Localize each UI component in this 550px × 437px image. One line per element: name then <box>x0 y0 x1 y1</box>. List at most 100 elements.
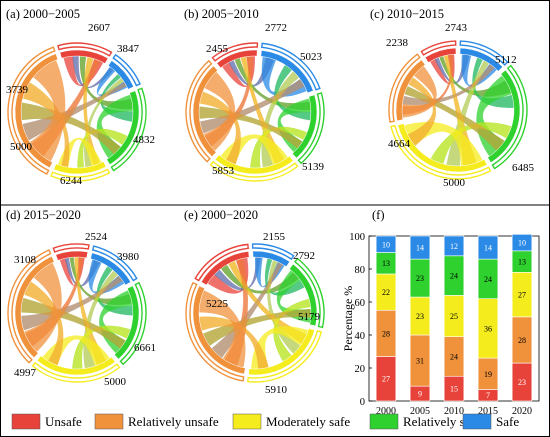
chord-label: 5000 <box>104 376 127 388</box>
chord-outer-ring-relatively_safe <box>491 64 528 170</box>
chord-self-ribbon <box>402 65 437 118</box>
bar-value-label: 28 <box>382 329 390 338</box>
chord-outer-ring-unsafe <box>420 40 457 56</box>
chord-sector-relatively_safe <box>106 90 140 165</box>
chord-sector-safe <box>260 50 314 94</box>
chord-outer-ring-unsafe <box>211 42 259 62</box>
bar-value-label: 25 <box>450 312 458 321</box>
chord-label: 2792 <box>293 250 315 262</box>
chord-outer-ring-moderately_safe <box>247 330 323 383</box>
legend-swatch <box>369 413 399 430</box>
chord-label: 6485 <box>512 162 535 174</box>
chord-sector-relatively_unsafe <box>14 256 55 358</box>
bar-value-label: 13 <box>382 259 390 268</box>
chord-sector-moderately_safe <box>248 328 315 376</box>
chord-label: 3980 <box>117 251 140 263</box>
chord-sector-unsafe <box>200 251 250 286</box>
x-tick-label: 2000 <box>376 406 396 417</box>
chord-outer-ring-unsafe <box>194 243 249 282</box>
legend-label: Relatively unsafe <box>128 414 219 429</box>
chord-label: 5179 <box>298 311 321 323</box>
y-tick-label: 60 <box>355 298 366 309</box>
x-tick-label: 2010 <box>444 406 464 417</box>
y-tick-label: 0 <box>360 397 365 408</box>
bar-value-label: 9 <box>418 390 422 399</box>
chord-label: 2455 <box>206 43 229 55</box>
chord-diagram-4: (d) 2015−2020 3108 2524 3980 6661 5000 4997 <box>6 208 156 388</box>
chord-sector-moderately_safe <box>397 123 488 173</box>
bar-value-label: 15 <box>450 385 458 394</box>
chord-outer-ring-moderately_safe <box>31 361 121 383</box>
y-axis-label: Percentage % <box>341 286 355 352</box>
chord-label: 2772 <box>265 22 287 34</box>
chord-outer-ring-safe <box>251 243 295 261</box>
chord-label: 5023 <box>300 51 323 63</box>
chord-outer-ring-relatively_unsafe <box>7 249 52 364</box>
x-tick-label: 2020 <box>512 406 532 417</box>
chord-label: 5853 <box>212 165 235 177</box>
chord-sector-relatively_safe <box>292 94 318 159</box>
bar-value-label: 10 <box>518 239 526 248</box>
chord-outer-ring-relatively_unsafe <box>7 46 56 175</box>
chord-diagram-1: (a) 2000−2005 3739 2607 3847 4832 6244 5000 <box>6 7 155 187</box>
bar-value-label: 23 <box>518 378 526 387</box>
bar-value-label: 23 <box>416 312 424 321</box>
chord-outer-ring-relatively_safe <box>119 281 147 366</box>
bar-value-label: 24 <box>450 272 458 281</box>
chord-outer-ring-safe <box>459 40 509 66</box>
chord-sector-safe <box>252 250 291 267</box>
bar-segment <box>409 235 431 260</box>
chord-diagram-2: (b) 2005−2010 2455 2772 5023 5139 5853 <box>184 7 325 182</box>
chord-title: (a) 2000−2005 <box>6 7 80 21</box>
bar-value-label: 14 <box>484 244 492 253</box>
legend: Unsafe Relatively unsafe Moderately safe Re… <box>11 413 519 430</box>
chord-label: 3847 <box>117 43 140 55</box>
chord-label: 5112 <box>495 54 517 66</box>
chord-sector-relatively_safe <box>487 69 521 163</box>
chord-outer-ring-relatively_safe <box>110 87 147 172</box>
chord-title: (d) 2015−2020 <box>6 208 81 222</box>
chord-self-ribbon <box>24 262 62 352</box>
chord-outer-ring-safe <box>91 245 138 282</box>
bar-value-label: 7 <box>486 391 490 400</box>
y-tick-label: 100 <box>349 232 365 243</box>
legend-label: Moderately safe <box>266 414 350 429</box>
chord-self-ribbon <box>207 257 249 294</box>
chord-label: 5910 <box>265 384 288 396</box>
chord-outer-ring-relatively_unsafe <box>388 53 421 123</box>
chord-label: 2607 <box>88 22 111 34</box>
chord-sector-unsafe <box>424 47 457 63</box>
legend-swatch <box>94 413 124 430</box>
chord-outer-ring-relatively_safe <box>294 257 325 329</box>
bar-value-label: 31 <box>416 357 424 366</box>
legend-swatch <box>11 413 41 430</box>
chord-outer-ring-relatively_unsafe <box>185 59 213 163</box>
y-tick-label: 40 <box>355 331 366 342</box>
chord-self-ribbon <box>255 257 285 288</box>
chord-sector-relatively_safe <box>114 285 140 360</box>
chord-outer-ring-unsafe <box>52 243 90 253</box>
chord-sector-relatively_unsafe <box>192 285 246 375</box>
chord-sector-relatively_unsafe <box>14 53 59 169</box>
chord-outer-ring-safe <box>112 53 141 87</box>
chord-title: (b) 2005−2010 <box>184 7 259 21</box>
chord-sector-unsafe <box>216 49 258 69</box>
chord-outer-ring-moderately_safe <box>209 160 299 182</box>
bar-value-label: 14 <box>416 244 424 253</box>
chord-label: 3108 <box>14 254 37 266</box>
bar-value-label: 24 <box>484 275 492 284</box>
chord-sector-moderately_safe <box>214 154 294 175</box>
legend-swatch <box>232 413 262 430</box>
chord-sector-unsafe <box>55 250 89 261</box>
x-tick-label: 2015 <box>478 406 498 417</box>
chord-sector-moderately_safe <box>36 355 116 376</box>
bar-value-label: 27 <box>518 291 526 300</box>
chord-label: 2238 <box>386 37 409 49</box>
bar-value-label: 24 <box>450 352 458 361</box>
legend-label: Safe <box>496 414 519 429</box>
chord-label: 4832 <box>133 134 155 146</box>
legend-label: Relatively safe <box>403 414 481 429</box>
bar-segment <box>511 234 533 252</box>
